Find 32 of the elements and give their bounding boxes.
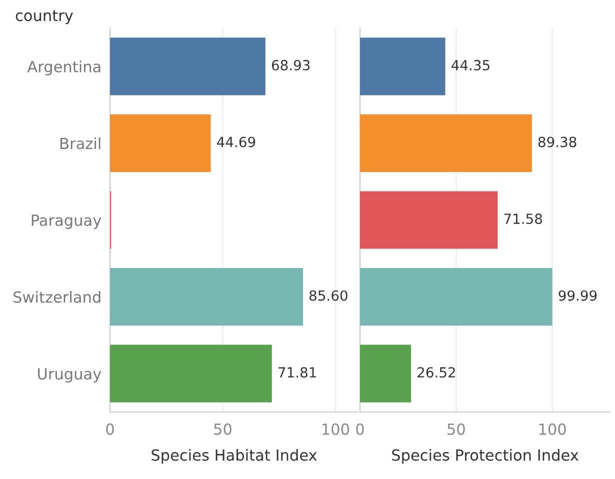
bar [110,268,303,326]
bar [360,268,552,326]
x-tick-label: 100 [322,423,350,435]
data-label: 68.93 [272,60,310,70]
data-label: 44.35 [452,60,490,70]
y-tick-label: Uruguay [38,368,102,383]
bar [360,191,498,249]
x-tick-label: 50 [448,423,465,435]
y-tick-label: Argentina [27,60,100,76]
data-label: 85.60 [309,290,348,301]
y-tick-label: Paraguay [32,214,102,229]
bar [360,38,446,96]
data-label: 89.38 [538,136,576,148]
data-label: 26.52 [418,367,455,378]
data-label: 99.99 [558,290,597,301]
data-label: 44.69 [216,136,256,148]
x-axis-title: Species Protection Index [392,449,578,464]
x-tick-label: 0 [106,423,114,435]
x-tick-label: 0 [356,423,364,435]
data-label: 71.81 [278,367,316,378]
x-tick-label: 50 [214,423,232,435]
x-axis-title: Species Habitat Index [152,449,317,464]
bar [110,344,272,402]
bar [360,344,411,402]
data-label: 71.58 [504,214,542,224]
x-tick-label: 100 [539,423,566,435]
y-tick-label: Brazil [60,137,100,150]
y-tick-label: Switzerland [14,290,100,303]
bar [110,38,266,96]
y-axis-title: country [16,10,73,24]
bar [360,114,532,172]
bar [110,114,211,172]
